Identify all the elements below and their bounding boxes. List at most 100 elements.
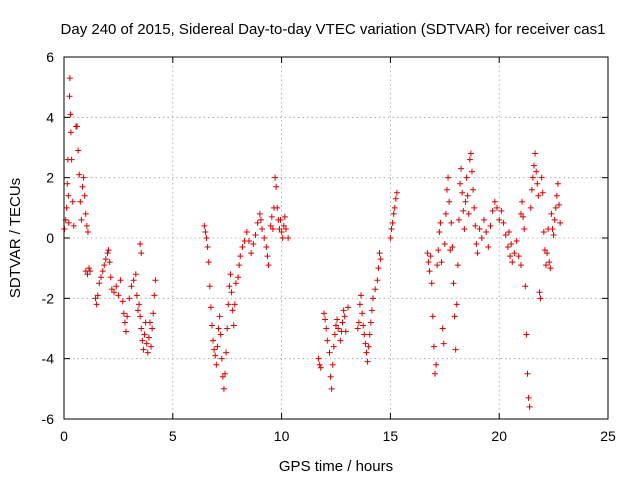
data-point bbox=[462, 198, 469, 205]
data-point bbox=[369, 295, 376, 302]
data-point bbox=[470, 186, 477, 193]
data-point bbox=[533, 168, 540, 175]
data-point bbox=[68, 156, 75, 163]
data-point bbox=[366, 331, 373, 338]
y-tick-label: -6 bbox=[42, 411, 55, 427]
data-point bbox=[279, 235, 286, 241]
data-point bbox=[458, 165, 465, 172]
x-tick-label: 10 bbox=[274, 428, 290, 444]
data-point bbox=[232, 280, 239, 287]
data-point bbox=[362, 340, 369, 347]
data-point bbox=[509, 259, 516, 266]
data-point bbox=[452, 346, 459, 353]
data-point bbox=[128, 283, 135, 290]
data-point bbox=[203, 235, 210, 241]
data-point bbox=[257, 216, 264, 223]
data-point bbox=[202, 228, 209, 235]
data-point bbox=[201, 222, 208, 229]
data-point bbox=[250, 241, 257, 248]
data-point bbox=[549, 225, 556, 232]
data-point bbox=[324, 337, 331, 344]
data-point bbox=[439, 325, 446, 332]
data-point bbox=[360, 322, 367, 329]
data-point bbox=[513, 238, 520, 245]
data-point bbox=[67, 129, 74, 136]
data-point bbox=[212, 352, 219, 359]
data-point bbox=[146, 319, 153, 326]
data-point bbox=[226, 283, 233, 290]
data-point bbox=[355, 319, 362, 326]
data-point bbox=[526, 403, 533, 410]
data-point bbox=[463, 174, 470, 181]
data-point bbox=[285, 235, 292, 241]
data-point bbox=[268, 213, 275, 220]
data-point bbox=[556, 201, 563, 208]
data-point bbox=[519, 198, 526, 205]
data-point bbox=[430, 343, 437, 350]
data-point bbox=[548, 210, 555, 217]
data-point bbox=[372, 286, 379, 293]
data-point bbox=[552, 204, 559, 211]
data-point bbox=[123, 328, 130, 335]
data-point bbox=[117, 277, 124, 284]
data-point bbox=[500, 219, 507, 226]
data-point bbox=[365, 343, 372, 350]
data-point bbox=[359, 310, 366, 317]
data-point bbox=[523, 331, 530, 338]
data-point bbox=[273, 183, 280, 190]
data-point bbox=[448, 219, 455, 226]
data-point bbox=[269, 225, 276, 232]
data-point bbox=[464, 192, 471, 199]
data-point bbox=[544, 250, 551, 257]
data-point bbox=[79, 183, 86, 190]
data-points bbox=[61, 75, 564, 410]
data-point bbox=[322, 316, 329, 323]
data-point bbox=[78, 216, 85, 223]
data-point bbox=[136, 301, 143, 308]
data-point bbox=[254, 219, 261, 226]
data-point bbox=[522, 283, 529, 290]
data-point bbox=[455, 216, 462, 223]
data-point bbox=[124, 313, 131, 320]
data-point bbox=[272, 174, 279, 181]
data-point bbox=[326, 349, 333, 356]
data-point bbox=[367, 319, 374, 326]
data-point bbox=[99, 268, 106, 275]
data-point bbox=[540, 228, 547, 235]
data-point bbox=[236, 262, 243, 269]
x-tick-label: 15 bbox=[383, 428, 399, 444]
data-point bbox=[327, 373, 334, 380]
data-point bbox=[453, 301, 460, 308]
data-point bbox=[264, 253, 271, 260]
data-point bbox=[149, 325, 156, 332]
data-point bbox=[252, 231, 259, 238]
data-point bbox=[532, 150, 539, 157]
data-point bbox=[496, 216, 503, 223]
data-point bbox=[474, 250, 481, 257]
data-point bbox=[108, 286, 115, 293]
data-point bbox=[436, 228, 443, 235]
data-point bbox=[538, 174, 545, 181]
data-point bbox=[220, 385, 227, 392]
data-point bbox=[437, 219, 444, 226]
data-point bbox=[424, 250, 431, 257]
data-point bbox=[276, 225, 283, 232]
data-point bbox=[133, 292, 140, 299]
data-point bbox=[206, 283, 213, 290]
data-point bbox=[528, 186, 535, 193]
data-point bbox=[393, 189, 400, 196]
data-point bbox=[557, 219, 564, 226]
data-point bbox=[75, 147, 82, 154]
data-point bbox=[152, 277, 159, 284]
data-point bbox=[328, 385, 335, 392]
data-point bbox=[461, 225, 468, 232]
data-point bbox=[361, 331, 368, 338]
data-point bbox=[87, 268, 94, 275]
data-point bbox=[489, 207, 496, 214]
data-point bbox=[69, 198, 76, 205]
data-point bbox=[392, 195, 399, 202]
data-point bbox=[84, 271, 91, 278]
data-point bbox=[256, 210, 263, 217]
data-point bbox=[330, 343, 337, 350]
y-tick-label: -4 bbox=[42, 351, 55, 367]
